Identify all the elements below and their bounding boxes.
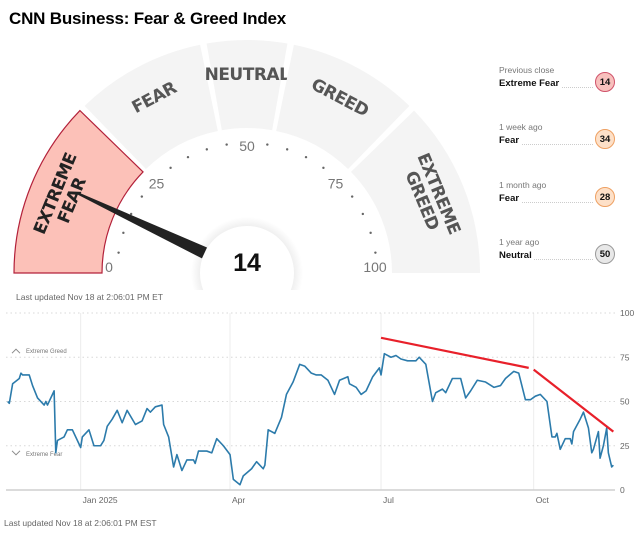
- trendline-annotation: [533, 368, 615, 433]
- gauge-scale-label: 25: [149, 175, 165, 191]
- y-tick-label: 75: [620, 352, 630, 362]
- chevron-down-icon: [11, 450, 21, 456]
- gauge-tick-dot: [266, 143, 269, 146]
- gauge-tick-dot: [374, 251, 377, 254]
- leader-dots: [501, 202, 593, 203]
- history-value-badge: 34: [595, 129, 615, 149]
- history-label: Extreme Fear: [499, 78, 562, 89]
- history-item-1-week: 1 week ago Fear 34: [499, 122, 619, 162]
- gauge-tick-dot: [117, 251, 120, 254]
- history-label: Neutral: [499, 250, 534, 261]
- gauge-tick-dot: [169, 166, 172, 170]
- gauge-segment-extreme-greed: [350, 110, 480, 273]
- leader-dots: [501, 144, 593, 145]
- gauge-segment-label-line: NEUTRAL: [205, 65, 290, 85]
- gauge-tick-dot: [122, 231, 125, 235]
- x-tick-label: Jul: [383, 495, 394, 505]
- gauge-needle: [78, 192, 208, 259]
- y-tick-label: 100: [620, 308, 634, 318]
- gauge-tick-dot: [285, 148, 289, 151]
- history-label: Fear: [499, 193, 522, 204]
- history-label: Fear: [499, 135, 522, 146]
- gauge-scale-label: 50: [239, 138, 255, 154]
- leader-dots: [501, 259, 593, 260]
- x-tick-label: Apr: [232, 495, 245, 505]
- history-value-badge: 14: [595, 72, 615, 92]
- gauge-segment-extreme-fear: [13, 109, 144, 274]
- gauge-tick-dot: [129, 212, 133, 216]
- history-when: 1 year ago: [499, 237, 540, 247]
- history-value-badge: 50: [595, 244, 615, 264]
- gauge-scale-label: 75: [328, 175, 344, 191]
- gauge-tick-dot: [361, 212, 365, 216]
- gauge-value: 14: [233, 249, 261, 277]
- gauge-scale-label: 100: [363, 259, 387, 275]
- gauge-hub: [200, 226, 294, 290]
- history-item-previous-close: Previous close Extreme Fear 14: [499, 65, 619, 105]
- x-tick-label: Jan 2025: [83, 495, 118, 505]
- gauge-tick-dot: [322, 166, 325, 170]
- gauge-segment-neutral: [206, 39, 288, 131]
- gauge-tick-dot: [186, 155, 190, 159]
- history-item-1-year: 1 year ago Neutral 50: [499, 237, 619, 277]
- gauge-segment-greed: [276, 44, 410, 170]
- x-tick-label: Oct: [536, 495, 550, 505]
- fear-greed-series-line: [7, 352, 614, 486]
- gauge-tick-dot: [304, 155, 308, 159]
- band-label: Extreme Greed: [26, 349, 67, 355]
- gauge-tick-dot: [205, 148, 209, 151]
- gauge-tick-dot: [350, 195, 354, 198]
- history-when: 1 week ago: [499, 122, 543, 132]
- gauge-tick-dot: [140, 195, 144, 198]
- page-title: CNN Business: Fear & Greed Index: [9, 9, 287, 28]
- y-tick-label: 0: [620, 485, 625, 495]
- gauge-segment-fear: [84, 44, 218, 170]
- trendline-annotation: [380, 336, 529, 369]
- y-tick-label: 25: [620, 441, 630, 451]
- chart-last-updated: Last updated Nov 18 at 2:06:01 PM EST: [4, 518, 157, 528]
- chevron-up-icon: [11, 348, 21, 354]
- history-value-badge: 28: [595, 187, 615, 207]
- history-item-1-month: 1 month ago Fear 28: [499, 180, 619, 220]
- gauge-tick-dot: [225, 143, 228, 146]
- gauge-segment-label: NEUTRAL: [205, 65, 291, 85]
- band-label: Extreme Fear: [26, 452, 62, 458]
- gauge-scale-label: 0: [105, 259, 113, 275]
- gauge-last-updated: Last updated Nov 18 at 2:06:01 PM ET: [16, 292, 163, 302]
- gauge-tick-dot: [369, 231, 372, 235]
- history-when: Previous close: [499, 65, 555, 75]
- history-when: 1 month ago: [499, 180, 547, 190]
- y-tick-label: 50: [620, 397, 630, 407]
